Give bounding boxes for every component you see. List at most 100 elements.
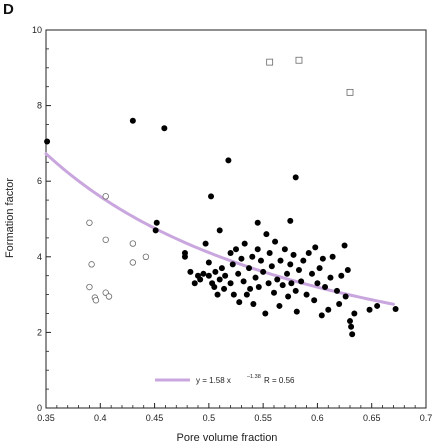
x-tick-label: 0.6 <box>311 413 324 423</box>
filled-data-point <box>241 240 248 247</box>
filled-data-point <box>229 261 236 268</box>
filled-data-point <box>284 270 291 277</box>
filled-data-point <box>338 272 345 279</box>
y-axis-label: Formation factor <box>4 178 16 258</box>
filled-data-point <box>348 323 355 330</box>
filled-data-point <box>287 217 294 224</box>
filled-data-point <box>246 265 253 272</box>
x-tick-label: 0.65 <box>363 413 381 423</box>
filled-data-point <box>392 305 399 312</box>
filled-data-point <box>260 268 267 275</box>
filled-data-point <box>212 268 219 275</box>
filled-data-point <box>266 250 273 257</box>
filled-data-point <box>240 278 247 285</box>
filled-data-point <box>254 219 261 226</box>
filled-data-point <box>295 267 302 274</box>
open-square-data-point <box>295 56 303 64</box>
filled-data-point <box>250 301 257 308</box>
x-axis-label: Pore volume fraction <box>177 432 278 444</box>
open-square-data-point <box>346 88 354 96</box>
filled-data-point <box>285 293 292 300</box>
filled-data-point <box>249 253 256 260</box>
x-tick-label: 0.4 <box>94 413 107 423</box>
filled-data-point <box>272 238 279 245</box>
x-tick-label: 0.55 <box>254 413 272 423</box>
filled-data-point <box>243 291 250 298</box>
y-tick-label: 4 <box>37 252 42 262</box>
filled-data-point <box>347 318 353 325</box>
filled-data-point <box>255 284 262 291</box>
y-tick-label: 8 <box>37 101 42 111</box>
y-tick-label: 10 <box>32 25 42 35</box>
filled-data-point <box>319 255 326 262</box>
filled-data-point <box>287 261 294 268</box>
filled-data-point <box>288 280 295 287</box>
y-tick-label: 6 <box>37 176 42 186</box>
open-square-data-point <box>266 58 274 66</box>
filled-data-point <box>292 287 299 294</box>
filled-data-point <box>276 302 283 309</box>
filled-data-point <box>366 306 373 313</box>
open-circle-data-point <box>86 219 93 226</box>
filled-data-point <box>336 301 343 308</box>
filled-data-point <box>342 293 349 300</box>
filled-data-point <box>236 299 243 306</box>
filled-data-point <box>227 250 234 257</box>
filled-data-point <box>153 219 160 226</box>
filled-data-point <box>252 274 259 281</box>
open-circle-data-point <box>86 283 93 291</box>
legend-r-value: R = 0.56 <box>264 376 295 385</box>
legend: y = 1.58 x –1.38 R = 0.56 <box>155 374 295 385</box>
filled-data-point <box>263 231 270 238</box>
points-layer <box>44 56 399 338</box>
plot-frame <box>45 29 427 409</box>
x-tick-label: 0.45 <box>146 413 164 423</box>
filled-data-point <box>233 246 239 253</box>
open-circle-data-point <box>129 259 137 266</box>
filled-data-point <box>341 242 348 249</box>
y-tick-label: 0 <box>37 403 42 413</box>
legend-exponent: –1.38 <box>247 374 261 380</box>
filled-data-point <box>274 276 281 283</box>
filled-data-point <box>293 308 300 315</box>
filled-data-point <box>311 297 318 304</box>
filled-data-point <box>322 284 329 291</box>
filled-data-point <box>292 174 299 181</box>
filled-data-point <box>200 270 207 277</box>
filled-data-point <box>208 193 215 200</box>
filled-data-point <box>197 276 204 283</box>
filled-data-point <box>205 272 212 279</box>
filled-data-point <box>329 253 336 260</box>
filled-data-point <box>351 310 358 317</box>
filled-data-point <box>265 280 272 287</box>
filled-data-point <box>214 291 221 298</box>
open-circle-data-point <box>88 261 95 268</box>
filled-data-point <box>300 257 307 264</box>
open-circle-data-point <box>102 236 109 243</box>
filled-data-point <box>305 250 312 257</box>
x-tick-label: 0.5 <box>203 413 216 423</box>
filled-data-point <box>344 267 351 274</box>
filled-data-point <box>152 227 159 234</box>
filled-data-point <box>298 278 305 285</box>
x-tick-label: 0.7 <box>420 413 432 423</box>
open-circle-data-point <box>142 253 150 260</box>
filled-data-point <box>44 138 51 145</box>
axes: 0.35 0.4 0.45 0.5 0.55 0.6 0.65 0.7 0 2 4 6 8 10 <box>32 25 432 423</box>
open-circle-data-point <box>102 193 109 200</box>
filled-data-point <box>247 285 254 292</box>
filled-data-point <box>181 250 188 257</box>
panel-label: D <box>3 1 14 18</box>
filled-data-point <box>281 246 288 253</box>
filled-data-point <box>254 246 261 253</box>
filled-data-point <box>235 270 242 277</box>
filled-data-point <box>216 227 223 234</box>
filled-data-point <box>309 270 315 277</box>
filled-data-point <box>227 280 234 287</box>
filled-data-point <box>238 255 245 262</box>
filled-data-point <box>277 257 284 264</box>
filled-data-point <box>279 282 286 289</box>
filled-data-point <box>318 312 325 319</box>
filled-data-point <box>205 259 212 266</box>
